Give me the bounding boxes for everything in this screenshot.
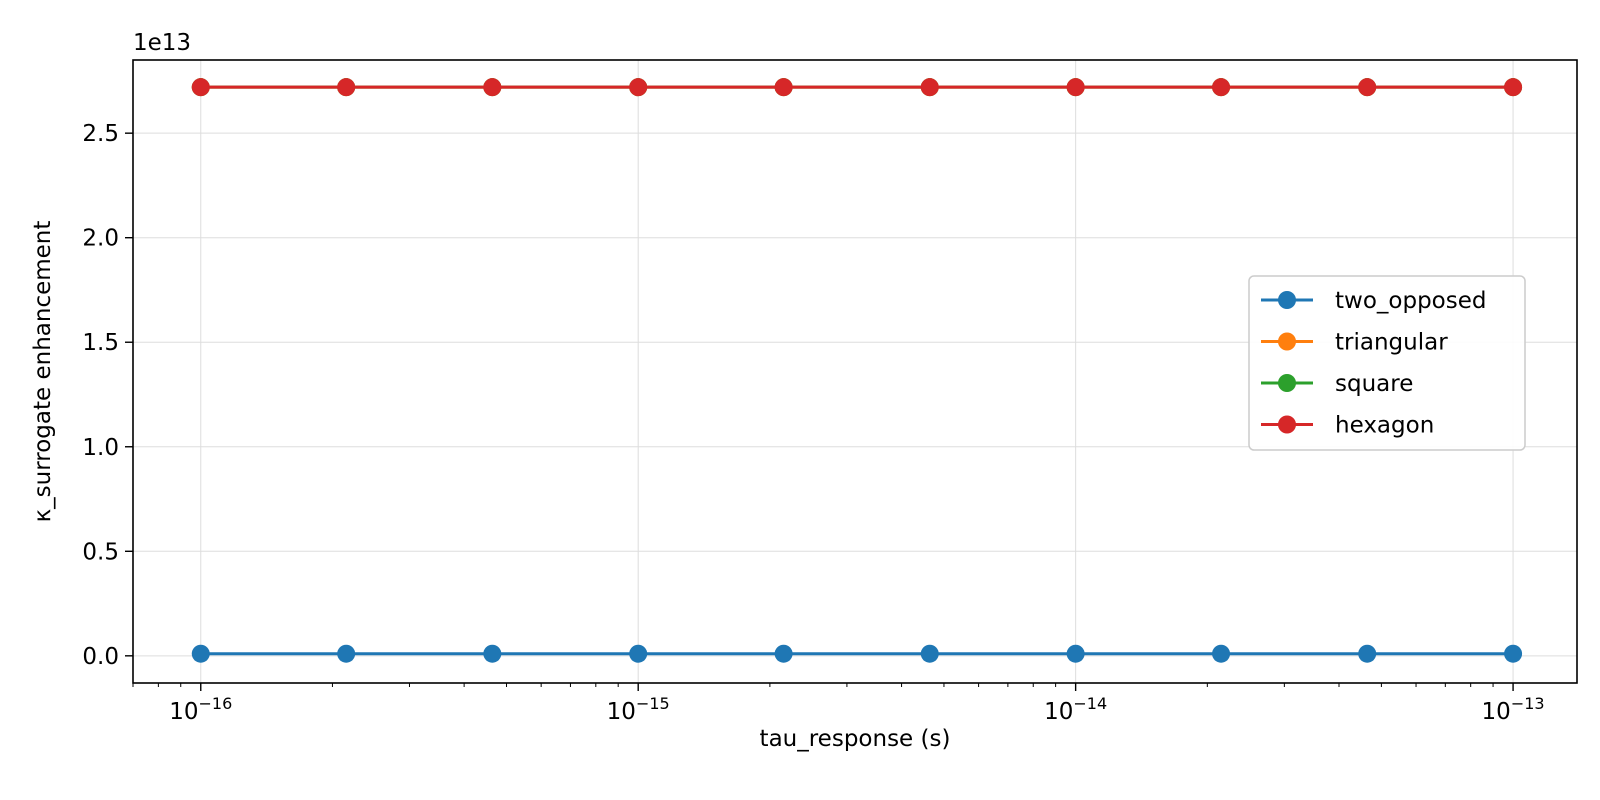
data-point-hexagon [774,78,793,97]
legend-marker-hexagon [1278,415,1296,434]
data-point-hexagon [1212,78,1231,97]
data-point-two_opposed [1358,644,1377,663]
x-tick-label: 10−15 [607,694,670,725]
legend-marker-square [1278,374,1296,392]
legend-label-square: square [1335,371,1413,397]
data-point-two_opposed [1504,644,1523,663]
legend: two_opposed triangular square hexagon [1248,275,1526,451]
y-axis-label: κ_surrogate enhancement [30,221,56,523]
data-point-hexagon [920,78,939,97]
data-point-hexagon [629,78,648,97]
legend-marker-triangular [1278,332,1296,351]
plot-frame [132,59,1578,684]
x-tick-label: 10−16 [169,694,232,725]
axes: 10−16 10−15 10−14 10−13 0.0 0.5 1.0 1.5 2.0 2.5 [82,121,1544,725]
data-point-two_opposed [337,644,356,663]
data-point-two_opposed [629,644,648,663]
data-point-two_opposed [774,644,793,663]
x-axis-label: tau_response (s) [760,726,951,752]
data-point-two_opposed [191,644,210,663]
data-point-hexagon [191,78,210,97]
y-tick-label: 0.5 [82,539,119,565]
legend-label-hexagon: hexagon [1335,413,1434,439]
data-point-two_opposed [483,644,502,663]
y-tick-label: 2.5 [82,121,119,147]
data-point-hexagon [1504,78,1523,97]
data-point-two_opposed [920,644,939,663]
x-tick-label: 10−13 [1482,694,1545,725]
y-tick-label: 0.0 [82,644,119,670]
y-tick-label: 2.0 [82,226,119,252]
legend-label-triangular: triangular [1335,330,1448,356]
data-point-two_opposed [1212,644,1231,663]
plot-series [191,78,1523,663]
data-point-two_opposed [1066,644,1085,663]
data-point-hexagon [483,78,502,97]
x-tick-label: 10−14 [1044,694,1107,725]
data-point-hexagon [1066,78,1085,97]
legend-box [1248,275,1526,451]
y-tick-label: 1.0 [82,435,119,461]
legend-label-two_opposed: two_opposed [1335,288,1486,314]
data-point-hexagon [337,78,356,97]
legend-marker-two_opposed [1278,291,1296,309]
data-point-hexagon [1358,78,1377,97]
y-tick-label: 1.5 [82,330,119,356]
y-offset-label: 1e13 [133,30,191,56]
